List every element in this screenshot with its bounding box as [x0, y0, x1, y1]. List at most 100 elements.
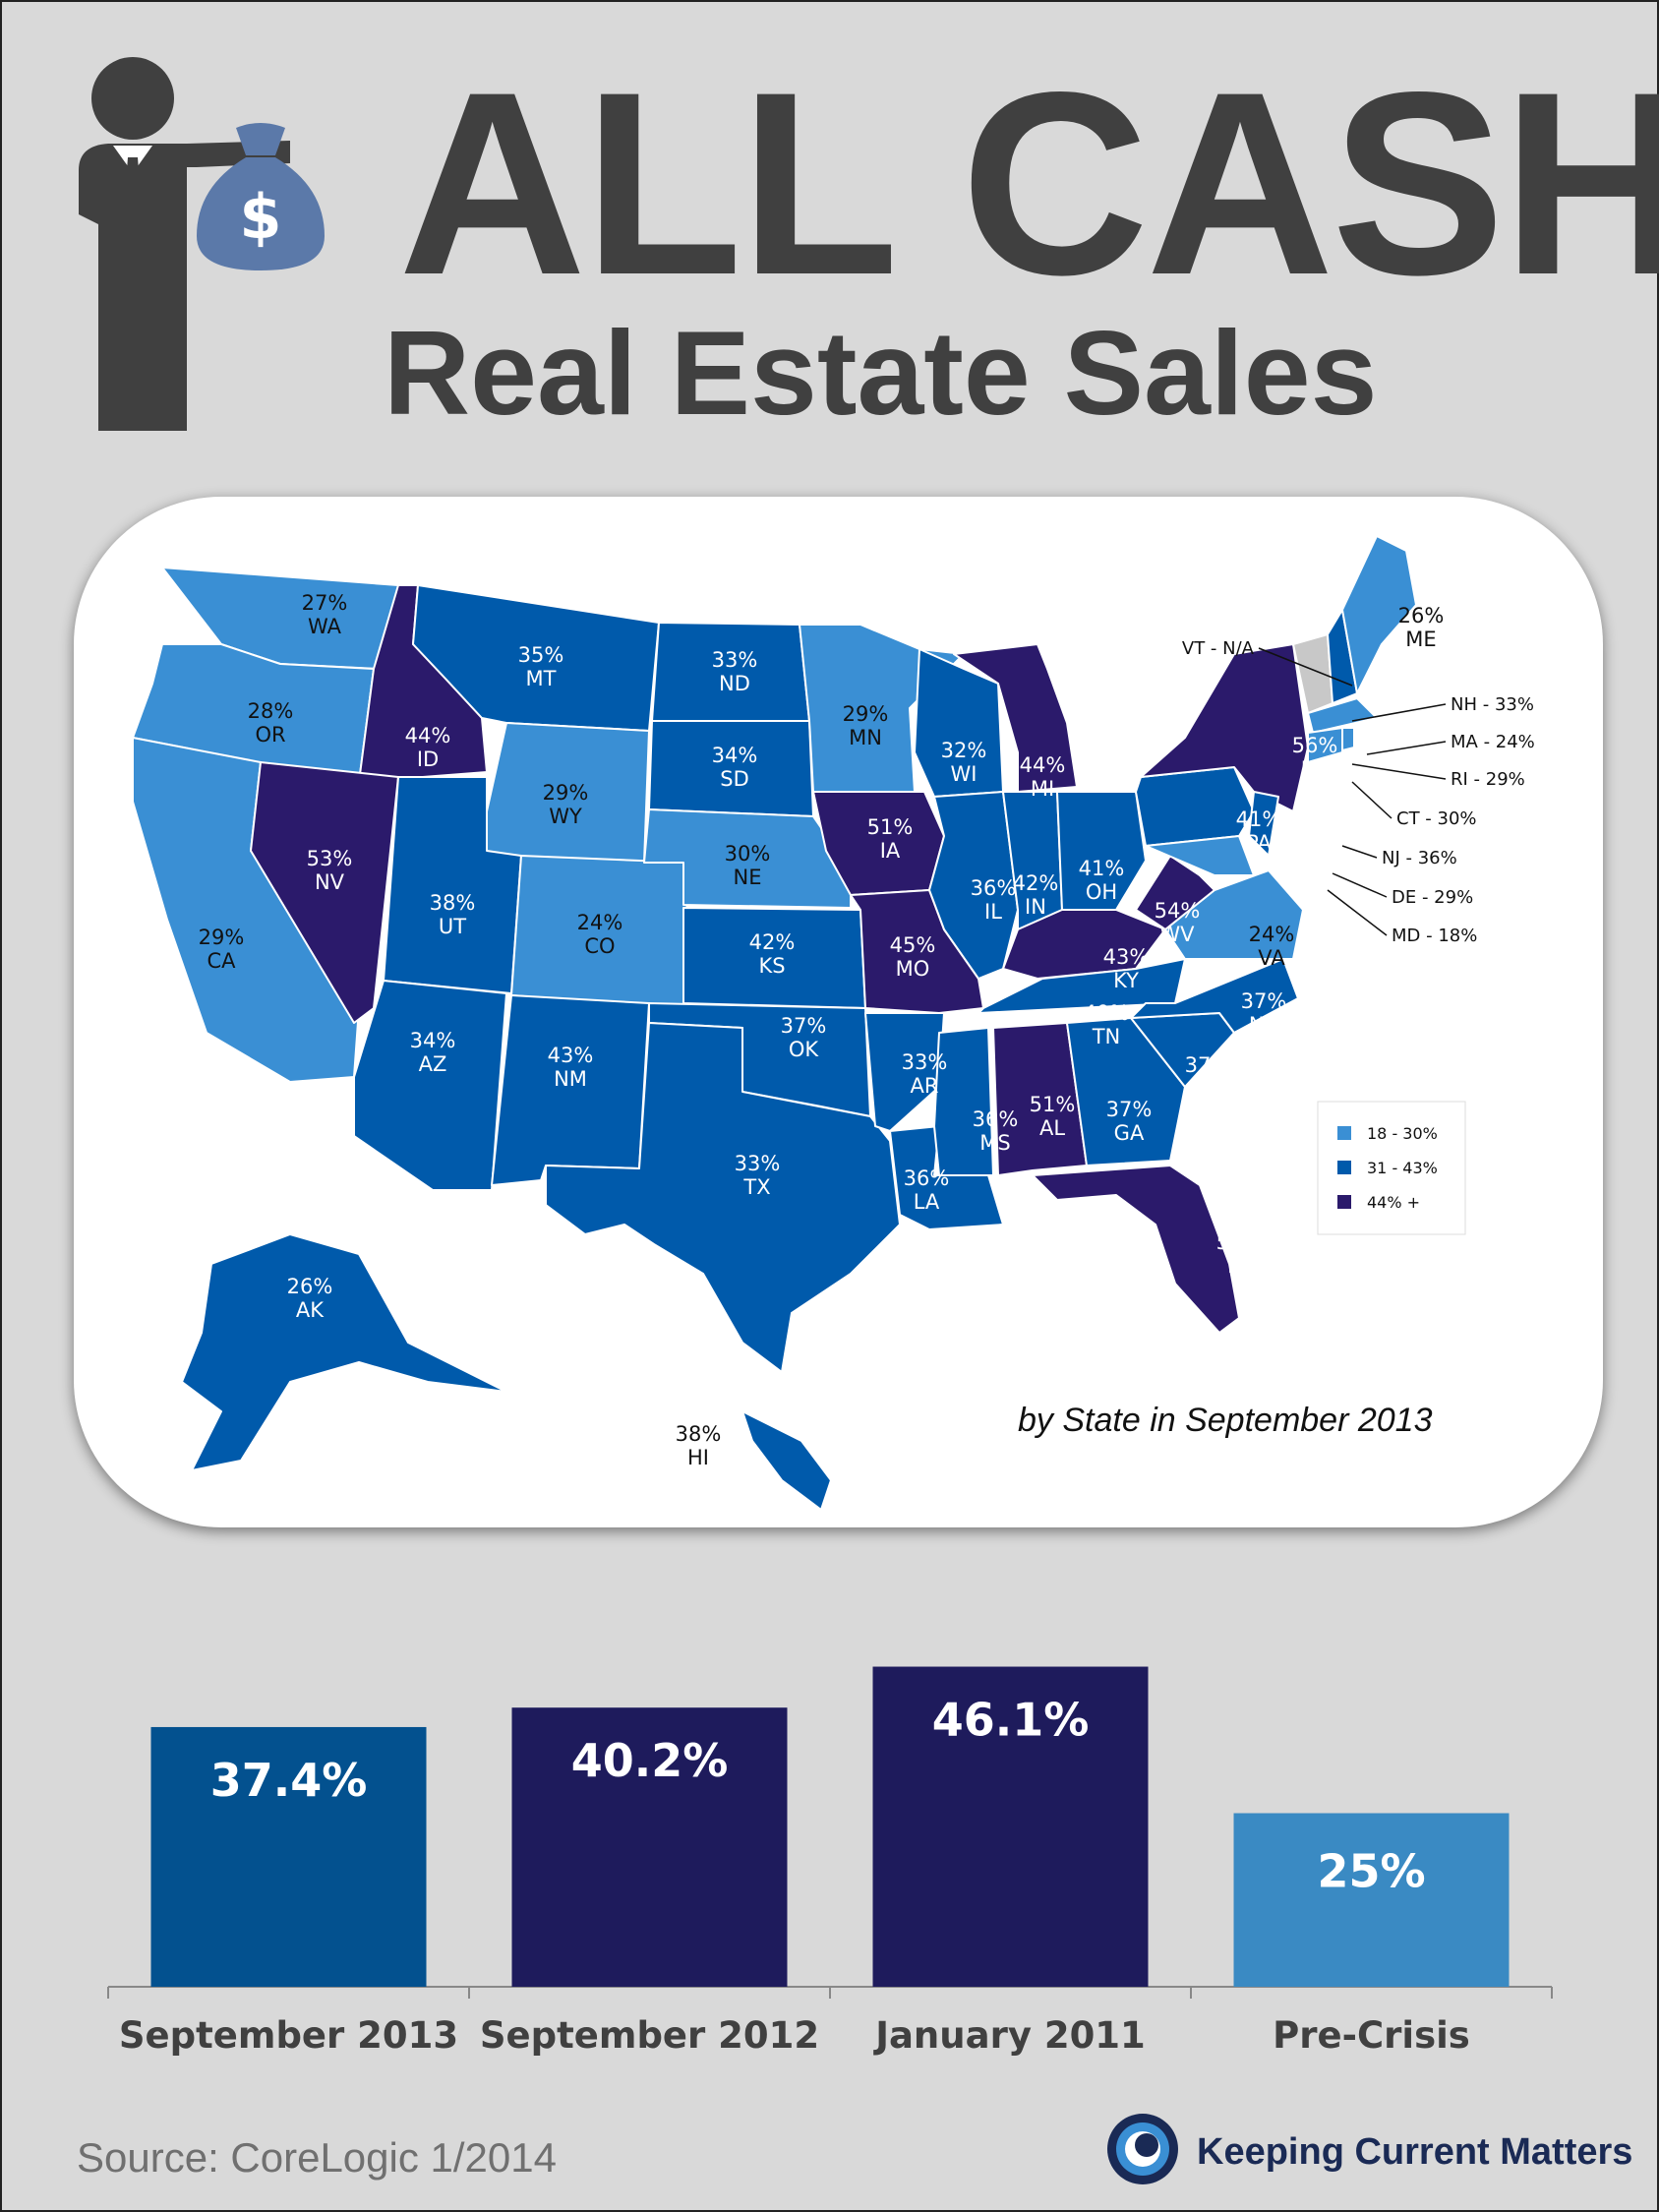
category-label: Pre-Crisis: [1273, 2014, 1470, 2057]
state-abbr-il: IL: [984, 900, 1002, 924]
state-abbr-ca: CA: [207, 949, 236, 973]
callouts: VT - N/A NH - 33% MA - 24% RI - 29% CT - 30%…: [1182, 638, 1535, 946]
state-abbr-wy: WY: [549, 805, 582, 828]
callout-label: MD - 18%: [1392, 926, 1477, 946]
state-abbr-hi: HI: [687, 1446, 709, 1469]
businessman-icon: [79, 57, 290, 431]
map-panel: 27% WA 28% OR 29% CA 44% ID 53% NV 35% MT 29% WY 38% UT…: [74, 497, 1603, 1527]
svg-text:$: $: [239, 181, 281, 253]
state-abbr-ia: IA: [880, 839, 901, 863]
state-abbr-ok: OK: [789, 1038, 820, 1061]
callout-label: VT - N/A: [1182, 638, 1255, 659]
state-pct-wi: 32%: [941, 739, 987, 762]
state-abbr-sd: SD: [720, 767, 749, 791]
legend-swatch: [1337, 1161, 1351, 1174]
state-abbr-va: VA: [1258, 946, 1285, 970]
callout-line: [1332, 872, 1388, 898]
state-abbr-tx: TX: [742, 1175, 770, 1199]
state-abbr-wv: WV: [1159, 923, 1195, 946]
state-pct-id: 44%: [405, 724, 451, 747]
us-map: 27%WA28%OR29%CA44%ID53%NV35%MT29%WY38%UT…: [132, 535, 1535, 1511]
state-pct-al: 51%: [1030, 1093, 1076, 1116]
state-pct-wv: 54%: [1155, 899, 1201, 923]
state-HI: [741, 1410, 832, 1511]
callout-line: [1258, 647, 1353, 687]
state-pct-ne: 30%: [725, 842, 771, 866]
state-ME: [1341, 535, 1417, 694]
state-WV: [1135, 855, 1215, 930]
state-pct-ak: 26%: [287, 1275, 333, 1298]
state-abbr-nd: ND: [719, 672, 750, 695]
state-abbr-ny: NY: [1301, 757, 1330, 781]
state-abbr-wi: WI: [951, 762, 978, 786]
state-pct-tn: 40%: [1084, 1001, 1130, 1025]
state-pct-ms: 36%: [973, 1107, 1019, 1131]
category-label: January 2011: [872, 2014, 1146, 2057]
state-pct-ks: 42%: [749, 930, 796, 954]
state-NE: [643, 808, 852, 909]
state-AR: [864, 1012, 945, 1132]
state-abbr-ga: GA: [1114, 1121, 1145, 1145]
callout-label: RI - 29%: [1451, 769, 1525, 790]
state-MI: [953, 643, 1078, 793]
subtitle: Real Estate Sales: [384, 306, 1378, 440]
category-label: September 2012: [480, 2014, 819, 2057]
state-TX: [545, 1022, 901, 1373]
state-pct-in: 42%: [1013, 871, 1059, 895]
state-pct-il: 36%: [971, 876, 1017, 900]
bar: [150, 1726, 427, 1987]
state-pct-mi: 44%: [1020, 753, 1066, 777]
state-pct-wy: 29%: [543, 781, 589, 805]
brand-name: Keeping Current Matters: [1197, 2131, 1633, 2173]
state-pct-nd: 33%: [712, 648, 758, 672]
state-abbr-ak: AK: [296, 1298, 325, 1322]
legend-label: 44% +: [1367, 1193, 1420, 1212]
state-abbr-tn: TN: [1092, 1025, 1121, 1048]
state-pct-mn: 29%: [843, 702, 889, 726]
money-bag-icon: $: [197, 123, 325, 270]
state-pct-va: 24%: [1249, 923, 1295, 946]
state-abbr-pa: PA: [1246, 831, 1272, 855]
map-legend: 18 - 30% 31 - 43% 44% +: [1317, 1101, 1466, 1235]
state-abbr-la: LA: [914, 1190, 940, 1214]
state-MD: [1145, 835, 1255, 876]
legend-swatch: [1337, 1126, 1351, 1140]
callout-line: [1351, 781, 1392, 819]
state-NJ: [1248, 791, 1279, 857]
callout-line: [1366, 741, 1447, 755]
state-pct-ca: 29%: [199, 926, 245, 949]
state-pct-az: 34%: [410, 1029, 456, 1052]
brand: Keeping Current Matters: [1103, 2110, 1632, 2188]
state-abbr-nv: NV: [315, 870, 345, 894]
state-abbr-ks: KS: [758, 954, 785, 978]
state-pct-fl: 54%: [1216, 1230, 1263, 1254]
state-NV: [250, 761, 399, 1024]
state-pct-mt: 35%: [518, 643, 564, 667]
source-note: Source: CoreLogic 1/2014: [77, 2134, 557, 2181]
state-pct-oh: 41%: [1079, 857, 1125, 880]
callout-line: [1351, 703, 1447, 722]
state-abbr-nm: NM: [554, 1067, 587, 1091]
state-pct-me: 26%: [1398, 604, 1445, 628]
state-PA: [1135, 766, 1255, 847]
state-MA: [1307, 697, 1378, 734]
kcm-logo-icon: [1107, 2114, 1178, 2184]
state-abbr-ms: MS: [979, 1131, 1010, 1155]
legend-label: 18 - 30%: [1367, 1124, 1438, 1143]
state-pct-ga: 37%: [1106, 1098, 1153, 1121]
legend-swatch: [1337, 1195, 1351, 1209]
state-pct-pa: 41%: [1236, 807, 1282, 831]
state-AL: [992, 1022, 1088, 1176]
state-pct-ok: 37%: [781, 1014, 827, 1038]
callout-label: DE - 29%: [1392, 887, 1473, 908]
callout-line: [1327, 889, 1388, 936]
state-pct-ut: 38%: [430, 891, 476, 915]
state-RI: [1341, 727, 1355, 751]
state-abbr-ut: UT: [439, 915, 466, 938]
state-abbr-ky: KY: [1113, 969, 1139, 992]
state-abbr-oh: OH: [1086, 880, 1117, 904]
state-NC: [1130, 958, 1299, 1034]
state-pct-co: 24%: [577, 911, 623, 934]
state-abbr-mi: MI: [1031, 777, 1054, 801]
state-labels: 27%WA28%OR29%CA44%ID53%NV35%MT29%WY38%UT…: [199, 591, 1445, 1469]
